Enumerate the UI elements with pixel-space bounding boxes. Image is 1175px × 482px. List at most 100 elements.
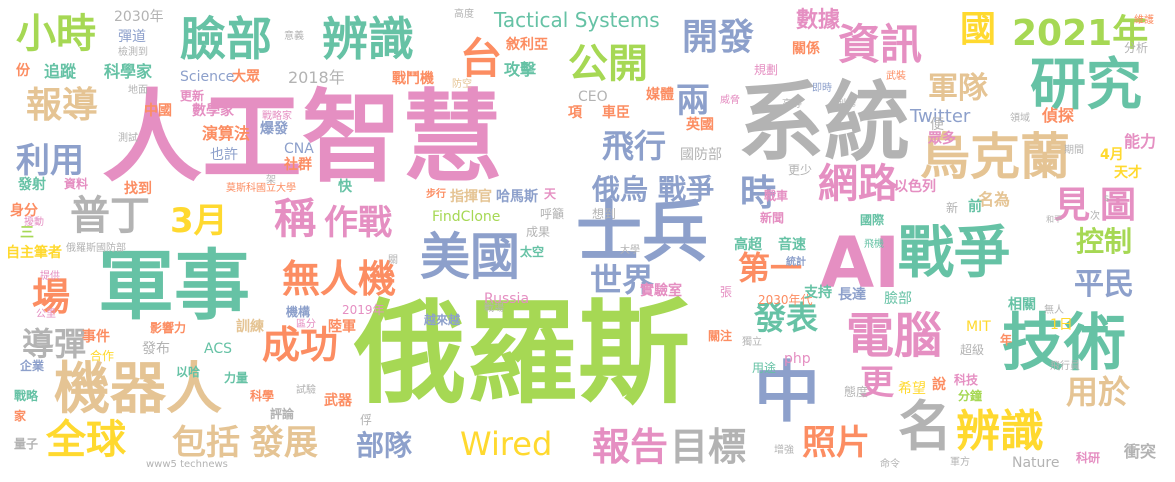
word: 實驗室 bbox=[640, 283, 682, 299]
word: 越來越 bbox=[424, 313, 461, 327]
word: 戰車 bbox=[764, 189, 789, 203]
word: 圖 bbox=[1100, 185, 1137, 226]
word: 關 bbox=[388, 255, 398, 266]
word: 研究 bbox=[1030, 53, 1142, 118]
word: 2030年代 bbox=[758, 293, 813, 307]
word: 擾動 bbox=[24, 217, 44, 228]
word: 關注 bbox=[708, 329, 733, 343]
word: 以哈 bbox=[176, 365, 201, 379]
word: 自主筆者 bbox=[6, 245, 62, 261]
word: Nature bbox=[1012, 455, 1060, 471]
word: 爆發 bbox=[260, 121, 288, 137]
word: 俘 bbox=[360, 413, 373, 427]
word: Tactical Systems bbox=[494, 8, 660, 32]
word: 維護 bbox=[1134, 15, 1154, 26]
word: 希望 bbox=[898, 381, 926, 397]
word: 分鐘 bbox=[958, 389, 983, 403]
word: 眾多 bbox=[928, 131, 956, 147]
word: 公開 bbox=[568, 41, 648, 87]
word: 軍隊 bbox=[928, 71, 988, 106]
word: ACS bbox=[204, 341, 232, 357]
word: 敘利亞 bbox=[506, 37, 548, 53]
word: 軍事 bbox=[98, 241, 250, 330]
word: 見 bbox=[1054, 185, 1091, 226]
word: 三 bbox=[20, 225, 34, 241]
word: 技術 bbox=[1002, 306, 1127, 379]
word: 分析 bbox=[1124, 41, 1149, 55]
word: 大學 bbox=[620, 245, 640, 256]
word: 也許 bbox=[210, 147, 238, 163]
word: 辨識 bbox=[322, 12, 414, 66]
word: 用於 bbox=[1066, 373, 1131, 411]
word: 美國 bbox=[420, 228, 520, 286]
word: 資訊 bbox=[838, 20, 923, 69]
word: 發展 bbox=[250, 423, 318, 463]
word: 衝突 bbox=[1124, 442, 1157, 461]
word: 哈馬斯 bbox=[496, 189, 538, 205]
word: 張 bbox=[720, 285, 733, 299]
word: 成功 bbox=[262, 323, 339, 367]
word: 照片 bbox=[802, 423, 870, 463]
word: 目標 bbox=[670, 425, 747, 469]
word: 即時 bbox=[812, 83, 832, 94]
word: CNA bbox=[284, 141, 314, 157]
word: 俄羅斯國防部 bbox=[66, 243, 126, 254]
word: 系統 bbox=[738, 73, 910, 173]
word: 規劃 bbox=[754, 63, 779, 77]
word: 找到 bbox=[124, 181, 152, 197]
word: Twitter bbox=[910, 106, 971, 127]
word: 高等 bbox=[782, 99, 802, 110]
word: 事件 bbox=[82, 329, 110, 345]
word: 導彈 bbox=[22, 325, 87, 363]
word: MIT bbox=[966, 319, 991, 335]
word: 增強 bbox=[774, 445, 794, 456]
word: 攻擊 bbox=[504, 60, 537, 79]
word: 大眾 bbox=[232, 69, 260, 85]
word: 影響力 bbox=[150, 321, 187, 335]
word: 普丁 bbox=[70, 193, 150, 239]
word: 資料 bbox=[64, 177, 89, 191]
word: 國 bbox=[960, 9, 997, 50]
word: 烏克蘭 bbox=[920, 128, 1070, 186]
word: 科學家 bbox=[104, 62, 153, 81]
word: 力量 bbox=[224, 371, 249, 385]
word: 無人 bbox=[1044, 305, 1064, 316]
word: 訓練 bbox=[236, 319, 264, 335]
word: Russia bbox=[484, 291, 530, 307]
word: 人工智慧 bbox=[102, 79, 502, 196]
word: 更新 bbox=[180, 89, 205, 103]
word: FindClone bbox=[432, 209, 501, 225]
word: 天 bbox=[544, 187, 557, 201]
word: 年 bbox=[1000, 333, 1013, 347]
word: 報告 bbox=[592, 425, 669, 469]
word: 便 bbox=[930, 117, 944, 133]
word: 利用 bbox=[16, 141, 84, 181]
word: 2019年 bbox=[342, 303, 385, 317]
word: 稱 bbox=[274, 194, 317, 243]
word: 關係 bbox=[792, 41, 820, 57]
word: 陸軍 bbox=[328, 319, 356, 335]
word: 列舉 bbox=[836, 99, 856, 110]
word: 英國 bbox=[686, 117, 714, 133]
word: 區分 bbox=[296, 319, 316, 330]
word: 和平 bbox=[1046, 215, 1062, 224]
word: 網路 bbox=[818, 161, 898, 207]
word: 1日 bbox=[1050, 317, 1073, 333]
word: 快 bbox=[338, 179, 352, 195]
word: 發表 bbox=[754, 299, 819, 337]
word: 步行 bbox=[426, 189, 446, 200]
word: 科技 bbox=[954, 373, 979, 387]
word: 更 bbox=[860, 363, 894, 403]
word: 2018年 bbox=[288, 68, 345, 87]
word: 發布 bbox=[142, 341, 170, 357]
word: 飛行 bbox=[602, 127, 667, 165]
word: s bbox=[1104, 193, 1110, 204]
word: 兩 bbox=[676, 81, 710, 121]
word: 能力 bbox=[1124, 132, 1157, 151]
word: 俄羅斯 bbox=[354, 289, 690, 419]
word: 高超 bbox=[734, 237, 762, 253]
word: 次 bbox=[1090, 211, 1100, 222]
word: 武裝 bbox=[886, 71, 906, 82]
word: 數學家 bbox=[192, 103, 234, 119]
word: 俄烏 bbox=[592, 173, 649, 206]
